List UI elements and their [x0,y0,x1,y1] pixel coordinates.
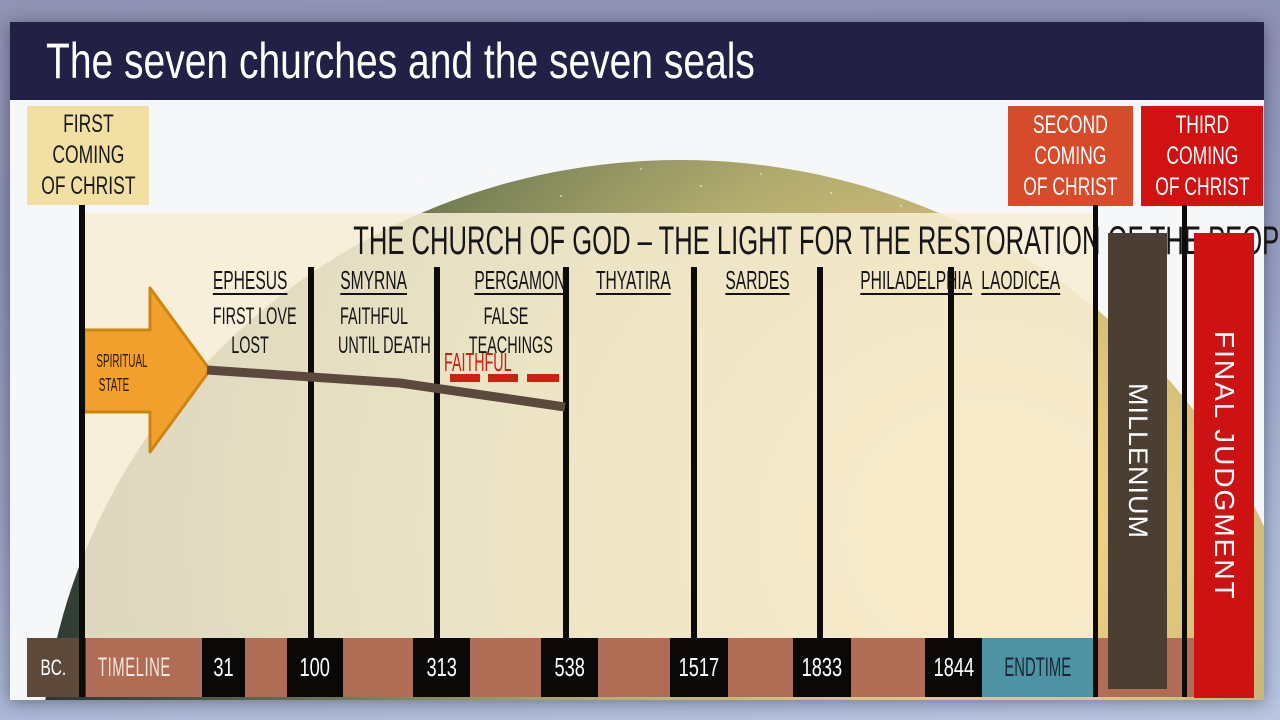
timeline-date-100: 100 [287,638,343,697]
faithful-dash [488,374,518,382]
spiritual-state-arrow [82,286,212,454]
banner-line: COMING [1034,141,1107,170]
banner-line: COMING [1166,141,1238,170]
second-coming-banner: SECOND COMING OF CHRIST [1008,106,1133,206]
column-divider [308,267,314,638]
timeline-bc-box: BC. [27,638,80,697]
church-name: SMYRNA [340,265,408,295]
timeline-date-1517: 1517 [670,638,728,697]
church-note: FAITHFUL [339,303,409,330]
column-divider [563,267,569,638]
timeline-date-1833: 1833 [793,638,851,697]
content-overlay-panel [84,213,1093,638]
church-name: THYATIRA [595,265,671,295]
church-column-thyatira: THYATIRA [571,265,693,296]
first-coming-banner: FIRST COMING OF CHRIST [27,106,149,205]
banner-line: THIRD [1175,110,1229,139]
millenium-bar: MILLENIUM [1108,233,1167,689]
banner-line: OF CHRIST [1154,172,1250,201]
banner-line: COMING [52,141,124,169]
church-column-pergamon: PERGAMON FALSE TEACHINGS [444,265,568,360]
timeline-date-1844: 1844 [925,638,982,697]
church-column-laodicea: LAODICEA [955,265,1079,296]
church-name: LAODICEA [981,265,1061,295]
church-note: FALSE [483,303,529,330]
church-column-sardes: SARDES [697,265,817,296]
church-column-smyrna: SMYRNA FAITHFUL UNTIL DEATH [314,265,434,360]
church-name: PHILADELPHIA [860,265,973,295]
column-divider [691,267,697,638]
church-name: SARDES [724,265,790,295]
third-coming-marker-line [1182,205,1187,697]
church-name: EPHESUS [212,265,288,295]
final-judgment-bar: FINAL JUDGMENT [1194,233,1254,698]
timeline-date-313: 313 [413,638,470,697]
title-bar: The seven churches and the seven seals [10,22,1264,100]
faithful-annotation: FAITHFUL [444,347,512,377]
timeline-label: TIMELINE [98,652,171,682]
slide-title: The seven churches and the seven seals [46,33,755,89]
faithful-dash [527,374,559,382]
spiritual-decline-line [206,365,566,412]
third-coming-banner: THIRD COMING OF CHRIST [1141,106,1263,206]
banner-line: OF CHRIST [40,172,136,200]
column-divider [434,267,440,638]
globe-light-dots [10,100,12,102]
column-divider [817,267,823,638]
section-heading: THE CHURCH OF GOD – THE LIGHT FOR THE RE… [353,219,1280,263]
column-divider [948,267,954,638]
church-note: UNTIL DEATH [338,332,431,359]
church-name: PERGAMON [474,265,566,295]
church-note: LOST [231,332,269,359]
church-note: FIRST LOVE [212,303,297,330]
church-note: TEACHINGS [468,332,553,359]
banner-line: FIRST [62,110,114,138]
second-coming-marker-line [1093,205,1098,697]
church-column-ephesus: EPHESUS FIRST LOVE LOST [188,265,312,360]
church-column-philadelphia: PHILADELPHIA [823,265,972,296]
banner-line: SECOND [1033,110,1108,139]
first-coming-marker-line [79,205,85,697]
timeline-date-538: 538 [541,638,598,697]
faithful-dash [450,374,480,382]
timeline-date-31: 31 [202,638,245,697]
spiritual-state-label: SPIRITUAL STATE [96,351,148,395]
timeline-endtime-box: ENDTIME [982,638,1093,697]
banner-line: OF CHRIST [1023,172,1118,201]
